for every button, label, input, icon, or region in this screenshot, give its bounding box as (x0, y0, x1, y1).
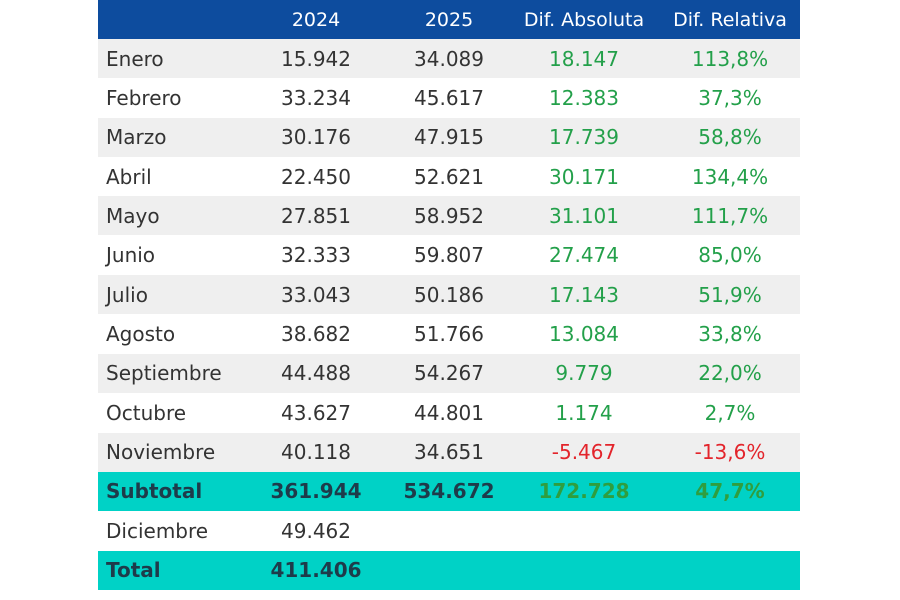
month-row: Febrero 33.234 45.617 12.383 37,3% (98, 78, 800, 118)
column-header: Dif. Absoluta (523, 8, 645, 31)
cell-value: 17.739 (549, 125, 619, 150)
cell-value: 172.728 (538, 479, 630, 504)
cell-value: 534.672 (403, 479, 495, 504)
cell-value: 134,4% (691, 164, 769, 189)
row-label: Julio (106, 282, 148, 307)
total-row: Total 411.406 (98, 550, 800, 590)
column-header: 2025 (424, 8, 474, 31)
column-header: Dif. Relativa (673, 8, 787, 31)
subtotal-row: Subtotal 361.944 534.672 172.728 47,7% (98, 471, 800, 511)
month-row: Junio 32.333 59.807 27.474 85,0% (98, 235, 800, 275)
cell-value: 411.406 (270, 558, 362, 583)
row-label: Noviembre (106, 440, 216, 465)
row-label: Marzo (106, 125, 167, 150)
row-label: Octubre (106, 400, 187, 425)
month-row: Septiembre 44.488 54.267 9.779 22,0% (98, 353, 800, 393)
cell-value: 54.267 (414, 361, 484, 386)
cell-value: 15.942 (281, 46, 351, 71)
cell-value: 49.462 (281, 518, 351, 543)
month-row: Diciembre 49.462 (98, 511, 800, 551)
cell-value: 33.043 (281, 282, 351, 307)
cell-value: 113,8% (691, 46, 769, 71)
cell-value: 40.118 (281, 440, 351, 465)
row-label: Total (106, 558, 161, 583)
cell-value: 59.807 (414, 243, 484, 268)
header-row: 2024 2025 Dif. Absoluta Dif. Relativa (98, 0, 800, 39)
cell-value: 44.488 (281, 361, 351, 386)
cell-value: 43.627 (281, 400, 351, 425)
cell-value: 47,7% (695, 479, 765, 504)
month-row: Octubre 43.627 44.801 1.174 2,7% (98, 393, 800, 433)
cell-value: 361.944 (270, 479, 362, 504)
cell-value: 111,7% (691, 203, 769, 228)
row-label: Mayo (106, 203, 160, 228)
cell-value: 51.766 (414, 322, 484, 347)
cell-value: 9.779 (555, 361, 613, 386)
cell-value: 52.621 (414, 164, 484, 189)
row-label: Agosto (106, 322, 176, 347)
cell-value: -13,6% (694, 440, 766, 465)
cell-value: 22.450 (281, 164, 351, 189)
month-row: Abril 22.450 52.621 30.171 134,4% (98, 157, 800, 197)
row-label: Septiembre (106, 361, 222, 386)
cell-value: 33.234 (281, 85, 351, 110)
month-row: Marzo 30.176 47.915 17.739 58,8% (98, 117, 800, 157)
row-label: Subtotal (106, 479, 203, 504)
cell-value: 30.176 (281, 125, 351, 150)
cell-value: 47.915 (414, 125, 484, 150)
month-row: Mayo 27.851 58.952 31.101 111,7% (98, 196, 800, 236)
cell-value: 58.952 (414, 203, 484, 228)
cell-value: 85,0% (698, 243, 762, 268)
cell-value: -5.467 (551, 440, 617, 465)
cell-value: 50.186 (414, 282, 484, 307)
cell-value: 30.171 (549, 164, 619, 189)
cell-value: 37,3% (698, 85, 762, 110)
month-row: Noviembre 40.118 34.651 -5.467 -13,6% (98, 432, 800, 472)
cell-value: 44.801 (414, 400, 484, 425)
cell-value: 13.084 (549, 322, 619, 347)
cell-value: 27.851 (281, 203, 351, 228)
cell-value: 12.383 (549, 85, 619, 110)
cell-value: 51,9% (698, 282, 762, 307)
cell-value: 22,0% (698, 361, 762, 386)
cell-value: 1.174 (555, 400, 613, 425)
cell-value: 34.089 (414, 46, 484, 71)
cell-value: 45.617 (414, 85, 484, 110)
row-label: Febrero (106, 85, 182, 110)
cell-value: 27.474 (549, 243, 619, 268)
column-header: 2024 (291, 8, 341, 31)
month-row: Agosto 38.682 51.766 13.084 33,8% (98, 314, 800, 354)
cell-value: 17.143 (549, 282, 619, 307)
cell-value: 32.333 (281, 243, 351, 268)
month-row: Julio 33.043 50.186 17.143 51,9% (98, 275, 800, 315)
month-row: Enero 15.942 34.089 18.147 113,8% (98, 39, 800, 78)
row-label: Junio (106, 243, 156, 268)
row-label: Enero (106, 46, 164, 71)
cell-value: 34.651 (414, 440, 484, 465)
cell-value: 38.682 (281, 322, 351, 347)
cell-value: 18.147 (549, 46, 619, 71)
row-label: Abril (106, 164, 152, 189)
cell-value: 33,8% (698, 322, 762, 347)
cell-value: 31.101 (549, 203, 619, 228)
cell-value: 2,7% (704, 400, 756, 425)
row-label: Diciembre (106, 518, 209, 543)
cell-value: 58,8% (698, 125, 762, 150)
